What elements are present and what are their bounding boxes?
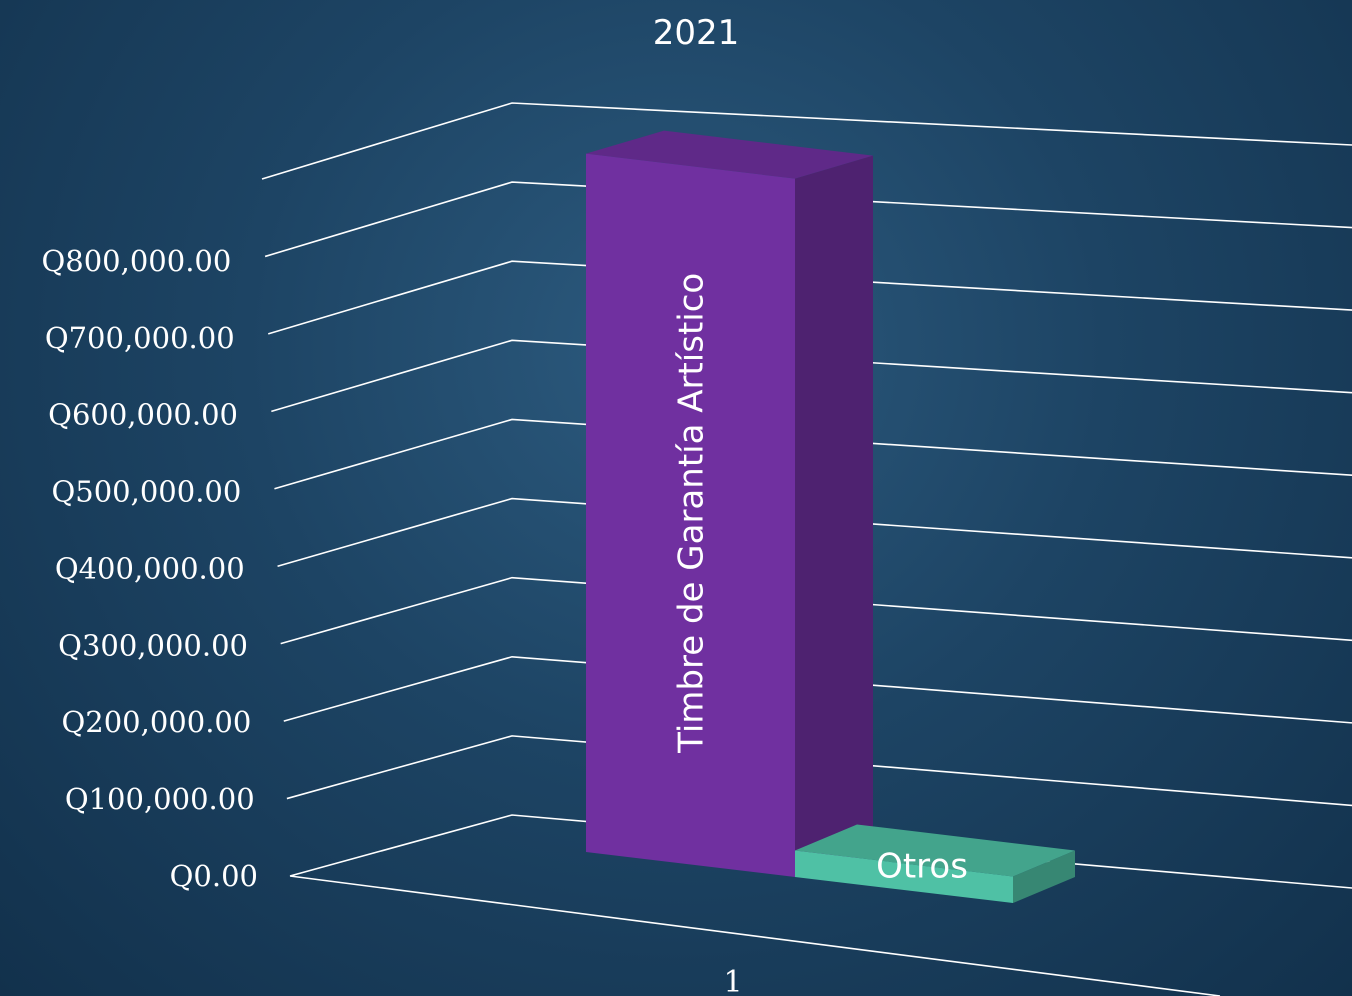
- bars: Timbre de Garantía Artístico Otros: [586, 130, 1075, 903]
- y-tick-label: Q500,000.00: [52, 475, 242, 509]
- x-category-label: 1: [723, 965, 742, 996]
- gridlines: [261, 102, 1352, 996]
- gridline-500000: [274, 418, 1352, 490]
- bar-side-face: [795, 155, 873, 877]
- y-tick-label: Q300,000.00: [58, 628, 248, 662]
- gridline-400000: [277, 497, 1352, 567]
- bar-timbre: Timbre de Garantía Artístico: [586, 130, 873, 877]
- bar-front-face: [586, 153, 795, 877]
- gridline-600000: [271, 339, 1352, 413]
- y-axis-tick-labels: Q0.00 Q100,000.00 Q200,000.00 Q300,000.00 Q4…: [42, 244, 258, 893]
- bar-data-label: Otros: [876, 847, 968, 887]
- bar-front-face: [795, 850, 1013, 903]
- y-tick-label: Q200,000.00: [62, 705, 252, 739]
- chart-title: 2021: [653, 13, 740, 53]
- y-tick-label: Q400,000.00: [55, 551, 245, 585]
- bar-data-label: Timbre de Garantía Artístico: [672, 273, 712, 754]
- bar-top-face: [795, 824, 1075, 877]
- gridline-700000: [267, 260, 1352, 335]
- y-tick-label: Q600,000.00: [48, 398, 238, 432]
- gridline-800000: [264, 181, 1352, 258]
- bar-otros: Otros: [795, 824, 1075, 903]
- y-tick-label: Q800,000.00: [42, 244, 232, 278]
- bar-side-face: [1013, 850, 1075, 903]
- gridline-100000: [286, 735, 1352, 807]
- gridline-300000: [280, 576, 1352, 645]
- bar-top-face: [586, 130, 873, 179]
- y-tick-label: Q100,000.00: [65, 782, 255, 816]
- y-tick-label: Q0.00: [170, 859, 258, 893]
- gridline-900000: [261, 102, 1352, 180]
- y-tick-label: Q700,000.00: [45, 321, 235, 355]
- x-axis-category-labels: 1: [723, 965, 742, 996]
- gridline-200000: [283, 655, 1352, 724]
